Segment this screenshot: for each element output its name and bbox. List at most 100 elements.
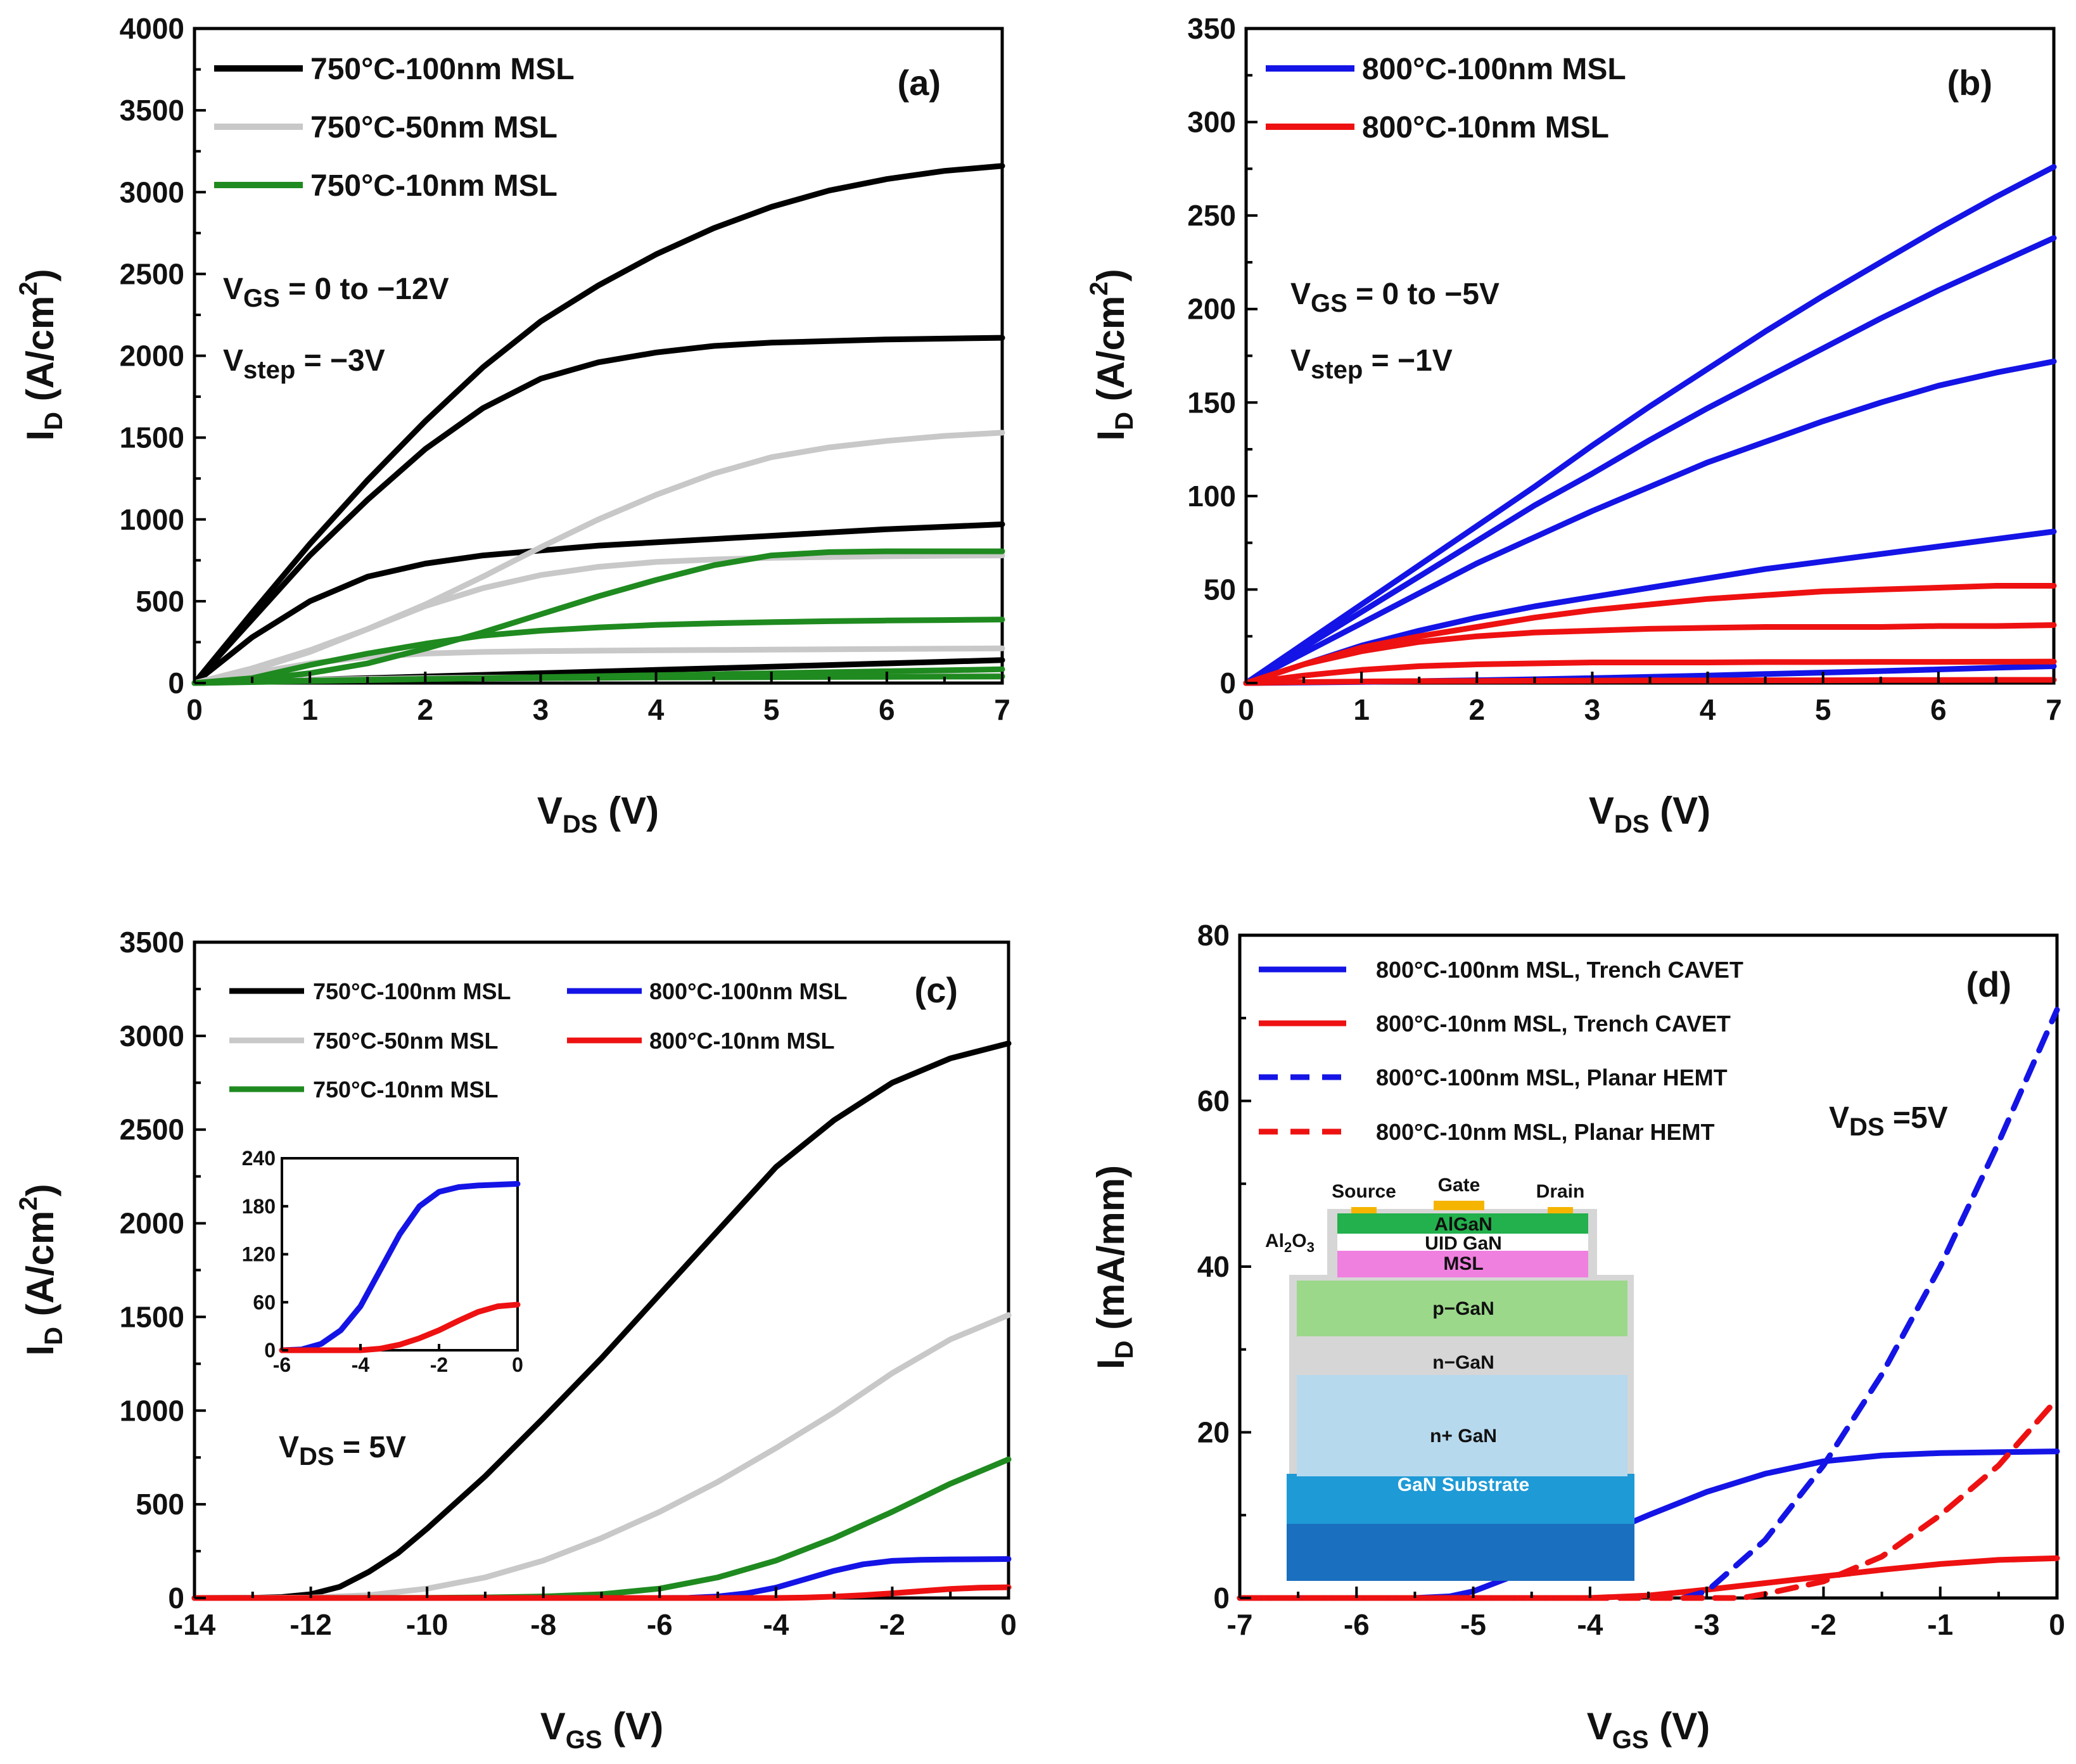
source-contact — [1351, 1207, 1377, 1213]
layer-gan-substrate — [1287, 1524, 1634, 1581]
panel-c-inset-y-tick-label-3: 180 — [242, 1195, 276, 1218]
panel-c-y-tick-label-5: 2500 — [120, 1113, 184, 1146]
panel-c-y-tick-label-4: 2000 — [120, 1207, 184, 1240]
panel-d-x-tick-label-2: -5 — [1460, 1608, 1486, 1641]
panel-c-legend-label-4: 800°C-10nm MSL — [649, 1028, 834, 1054]
panel-c-ticks: -14 -12 -10 -8 -6 -4 -2 0 0 500 1000 1500 2000 2500 30… — [120, 926, 1017, 1641]
panel-b-y-tick-label-7: 350 — [1187, 12, 1236, 45]
panel-a-x-tick-label-5: 5 — [763, 693, 780, 726]
panel-c-legend: 750°C-100nm MSL 750°C-50nm MSL 750°C-10n… — [229, 978, 848, 1102]
panel-a-label: (a) — [898, 63, 941, 103]
drain-contact — [1548, 1207, 1573, 1213]
panel-a-series-1-curve-1 — [191, 553, 1005, 686]
panel-c-x-axis-label: VGS (V) — [540, 1705, 663, 1754]
panel-a-x-tick-label-0: 0 — [186, 693, 203, 726]
panel-c-x-tick-label-5: -4 — [763, 1608, 789, 1641]
drain-label: Drain — [1536, 1181, 1585, 1202]
panel-a-y-tick-label-2: 1000 — [120, 503, 184, 536]
panel-d-legend-label-2: 800°C-100nm MSL, Planar HEMT — [1376, 1064, 1728, 1090]
panel-d-x-tick-label-7: 0 — [2049, 1608, 2065, 1641]
panel-d-x-tick-label-4: -3 — [1694, 1608, 1720, 1641]
panel-c-series-0-curve-0 — [191, 1040, 1012, 1601]
layer-n-gan — [1297, 1375, 1627, 1476]
panel-b-x-tick-label-0: 0 — [1238, 693, 1254, 726]
panel-d-x-axis-label: VGS (V) — [1587, 1705, 1710, 1754]
panel-c-y-axis-label: ID (A/cm2) — [15, 1184, 68, 1355]
panel-c-inset-y-tick-label-0: 0 — [264, 1339, 276, 1362]
panel-b-series-0-curve-3 — [1243, 528, 2057, 686]
panel-b-series-0-curve-1 — [1243, 235, 2057, 686]
panel-b-y-axis-label: ID (A/cm2) — [1085, 269, 1138, 440]
panel-b-curves — [1243, 163, 2057, 686]
panel-a-x-tick-label-7: 7 — [994, 693, 1010, 726]
panel-a-legend-label-2: 750°C-10nm MSL — [310, 169, 557, 203]
p-gan-label: p−GaN — [1432, 1298, 1494, 1319]
panel-a-curves — [191, 163, 1005, 686]
panel-b-series-1-curve-0 — [1243, 583, 2057, 686]
gate-label: Gate — [1438, 1175, 1481, 1196]
panel-c-inset-curves — [279, 1180, 521, 1353]
panel-a-x-tick-label-3: 3 — [533, 693, 549, 726]
panel-a-series-2-curve-1 — [191, 617, 1005, 686]
algan-label: AlGaN — [1434, 1214, 1493, 1235]
panel-b-series-1-curve-2 — [1243, 658, 2057, 686]
panel-a-annotation-vgs: VGS = 0 to −12V — [223, 272, 449, 312]
layer-n-plus-gan — [1287, 1474, 1634, 1531]
panel-d-legend-label-3: 800°C-10nm MSL, Planar HEMT — [1376, 1119, 1715, 1145]
panel-c-y-tick-label-6: 3000 — [120, 1019, 184, 1052]
panel-b-x-axis-label: VDS (V) — [1589, 789, 1710, 838]
panel-b-series-0-curve-2 — [1243, 358, 2057, 686]
gan-substrate-label: GaN Substrate — [1398, 1474, 1529, 1495]
panel-b: 0 1 2 3 4 5 6 7 0 50 100 150 200 250 300 350 VDS (V) ID… — [1085, 12, 2062, 838]
panel-a-series-0-curve-0 — [191, 163, 1005, 686]
panel-b-legend-label-0: 800°C-100nm MSL — [1362, 53, 1626, 86]
panel-b-y-tick-label-6: 300 — [1187, 106, 1236, 139]
source-label: Source — [1332, 1181, 1396, 1202]
panel-c-y-tick-label-2: 1000 — [120, 1394, 184, 1427]
panel-d-x-tick-label-5: -2 — [1811, 1608, 1837, 1641]
panel-b-series-0-curve-0 — [1243, 163, 2057, 686]
gate-contact — [1434, 1201, 1484, 1210]
panel-a-y-tick-label-6: 3000 — [120, 176, 184, 208]
panel-d-curves — [1237, 1007, 2060, 1601]
panel-b-y-tick-label-1: 50 — [1204, 573, 1236, 606]
panel-a-ticks: 0 1 2 3 4 5 6 7 0 500 1000 1500 2000 2500 3000 3500 4000 — [120, 12, 1010, 726]
panel-c: -14 -12 -10 -8 -6 -4 -2 0 0 500 1000 1500 2000 2500 30… — [15, 926, 1017, 1754]
panel-a-legend-label-0: 750°C-100nm MSL — [310, 53, 575, 86]
panel-c-inset-y-tick-label-2: 120 — [242, 1243, 276, 1266]
panel-d-series-3-curve-0 — [1237, 1396, 2060, 1601]
panel-a-y-tick-label-0: 0 — [168, 667, 184, 700]
panel-c-inset-x-tick-label-2: -2 — [430, 1353, 448, 1376]
panel-b-legend: 800°C-100nm MSL 800°C-10nm MSL — [1266, 53, 1626, 144]
device-schematic: Source Gate Drain Al2O3 AlGaN UID GaN MS… — [1265, 1175, 1634, 1581]
layer-msl — [1337, 1250, 1588, 1277]
panel-c-inset-x-tick-label-1: -4 — [352, 1353, 370, 1376]
panel-a-legend-label-1: 750°C-50nm MSL — [310, 111, 557, 144]
panel-a-x-tick-label-6: 6 — [879, 693, 895, 726]
panel-c-x-tick-label-6: -2 — [879, 1608, 905, 1641]
panel-c-annotation-vds: VDS = 5V — [279, 1431, 406, 1471]
panel-d-x-tick-label-0: -7 — [1227, 1608, 1253, 1641]
panel-d-ticks: -7 -6 -5 -4 -3 -2 -1 0 0 20 40 60 80 — [1197, 919, 2065, 1641]
panel-c-legend-label-3: 800°C-100nm MSL — [649, 978, 848, 1004]
panel-a-x-tick-label-2: 2 — [417, 693, 433, 726]
panel-a: 0 1 2 3 4 5 6 7 0 500 1000 1500 2000 2500 3000 3500 4000… — [15, 12, 1010, 838]
al2o3-label: Al2O3 — [1265, 1230, 1315, 1255]
layer-p-gan — [1297, 1281, 1627, 1336]
panel-c-series-4-curve-0 — [191, 1584, 1012, 1601]
panel-b-label: (b) — [1947, 63, 1992, 103]
panel-d-x-tick-label-6: -1 — [1927, 1608, 1953, 1641]
panel-c-x-tick-label-0: -14 — [174, 1608, 216, 1641]
panel-a-y-tick-label-8: 4000 — [120, 12, 184, 45]
panel-c-legend-label-1: 750°C-50nm MSL — [313, 1028, 498, 1054]
panel-c-y-tick-label-0: 0 — [168, 1582, 184, 1614]
panel-d-y-tick-label-3: 60 — [1197, 1085, 1230, 1118]
panel-d-label: (d) — [1966, 964, 2011, 1004]
panel-c-x-tick-label-7: 0 — [1000, 1608, 1017, 1641]
panel-c-inset-x-tick-label-3: 0 — [512, 1353, 523, 1376]
panel-b-x-tick-label-2: 2 — [1468, 693, 1485, 726]
panel-b-x-tick-label-6: 6 — [1930, 693, 1947, 726]
layer-algan — [1337, 1213, 1588, 1234]
panel-d-x-tick-label-1: -6 — [1344, 1608, 1370, 1641]
